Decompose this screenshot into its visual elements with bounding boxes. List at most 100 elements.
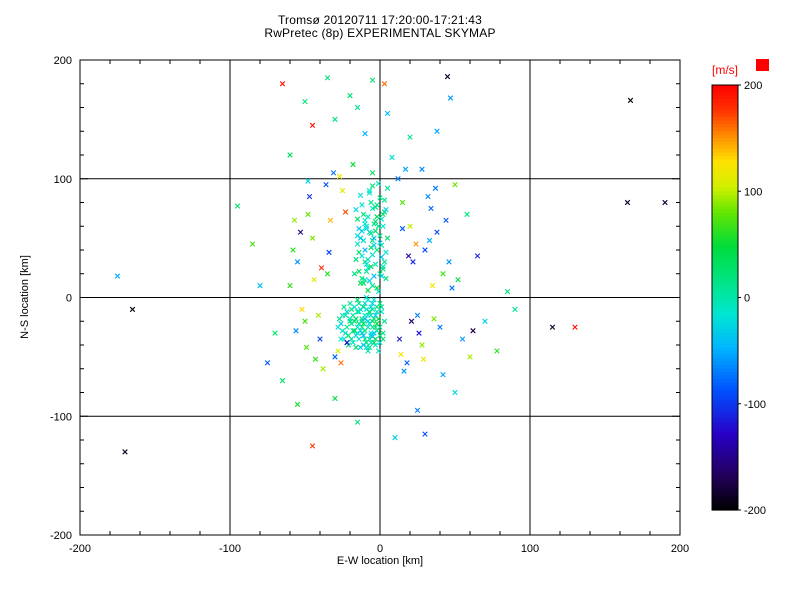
colorbar-segment — [712, 304, 738, 309]
data-point-marker — [347, 318, 353, 324]
data-point-marker — [504, 288, 511, 295]
data-point-marker — [377, 300, 383, 307]
data-point-marker — [309, 443, 316, 449]
colorbar-segment — [712, 276, 738, 281]
colorbar-segment — [712, 113, 738, 118]
data-point-marker — [446, 259, 452, 265]
colorbar-segment — [712, 226, 738, 231]
data-point-marker — [324, 75, 331, 81]
data-point-marker — [326, 249, 332, 256]
data-point-marker — [332, 354, 338, 360]
data-point-marker — [380, 223, 386, 229]
colorbar-segment — [712, 474, 738, 479]
colorbar-segment — [712, 485, 738, 490]
data-point-marker — [396, 336, 403, 342]
colorbar-tick-label: -100 — [744, 399, 766, 411]
colorbar-segment — [712, 127, 738, 132]
data-point-marker — [234, 203, 241, 209]
data-point-marker — [372, 228, 379, 234]
data-point-marker — [549, 324, 556, 330]
colorbar-segment — [712, 502, 738, 508]
data-point-marker — [350, 339, 356, 346]
data-point-marker — [378, 242, 385, 248]
colorbar-segment — [712, 123, 738, 129]
colorbar-segment — [712, 116, 738, 122]
data-point-marker — [129, 306, 136, 313]
data-point-marker — [392, 434, 398, 441]
colorbar-segment — [712, 120, 738, 125]
colorbar-segment — [712, 407, 738, 412]
colorbar-segment — [712, 361, 738, 366]
data-point-marker — [377, 339, 383, 346]
data-point-marker — [362, 247, 368, 253]
data-point-marker — [420, 356, 427, 362]
colorbar-segment — [712, 180, 738, 185]
data-point-marker — [470, 328, 476, 334]
data-point-marker — [354, 297, 361, 303]
data-point-marker — [389, 154, 395, 161]
data-point-marker — [356, 268, 362, 275]
data-point-marker — [378, 254, 385, 260]
data-point-marker — [381, 259, 388, 265]
colorbar-segment — [712, 435, 738, 440]
data-point-marker — [428, 205, 434, 212]
colorbar-segment — [712, 262, 738, 267]
colorbar-segment — [712, 425, 738, 430]
colorbar-tick-label: 100 — [744, 186, 762, 198]
colorbar-segment — [712, 265, 738, 270]
colorbar-segment — [712, 340, 738, 345]
colorbar-segment — [712, 386, 738, 391]
data-point-marker — [365, 348, 371, 354]
data-point-marker — [474, 253, 481, 259]
data-point-marker — [356, 336, 362, 342]
data-point-marker — [348, 320, 355, 327]
colorbar-segment — [712, 92, 738, 97]
data-point-marker — [354, 216, 361, 222]
colorbar-segment — [712, 290, 738, 295]
data-point-marker — [422, 431, 428, 437]
data-point-marker — [383, 275, 389, 282]
colorbar-segment — [712, 432, 738, 437]
data-point-marker — [309, 235, 316, 241]
data-point-marker — [395, 176, 401, 182]
data-point-marker — [440, 371, 446, 378]
colorbar-segment — [712, 467, 738, 472]
data-point-marker — [371, 242, 377, 248]
data-point-marker — [494, 348, 500, 354]
data-point-marker — [272, 330, 278, 336]
data-point-marker — [369, 237, 376, 244]
data-point-marker — [363, 268, 370, 275]
colorbar-segment — [712, 240, 738, 245]
data-point-marker — [371, 339, 377, 346]
data-point-marker — [374, 214, 380, 220]
data-point-marker — [662, 199, 668, 206]
data-point-marker — [336, 316, 343, 322]
colorbar-segment — [712, 350, 738, 355]
data-point-marker — [372, 204, 379, 210]
data-point-marker — [279, 81, 286, 87]
data-point-marker — [354, 241, 361, 247]
data-point-marker — [309, 122, 316, 129]
data-point-marker — [408, 318, 415, 324]
colorbar-segment — [712, 322, 738, 327]
data-point-marker — [374, 202, 380, 208]
data-point-marker — [357, 306, 364, 313]
data-point-marker — [351, 304, 358, 310]
colorbar-segment — [712, 255, 738, 260]
data-point-marker — [369, 170, 376, 176]
data-point-marker — [339, 328, 346, 334]
data-point-marker — [356, 249, 362, 256]
y-axis-tick-label: 0 — [66, 293, 72, 305]
colorbar-tick-label: -200 — [744, 505, 766, 517]
colorbar-segment — [712, 102, 738, 107]
colorbar-segment — [712, 371, 738, 377]
colorbar-segment — [712, 155, 738, 160]
data-point-marker — [414, 312, 421, 319]
colorbar-segment — [712, 463, 738, 469]
x-axis-tick-label: 200 — [671, 543, 689, 555]
data-point-marker — [413, 241, 419, 247]
data-point-marker — [419, 166, 425, 172]
data-point-marker — [354, 233, 361, 239]
colorbar-segment — [712, 456, 738, 462]
